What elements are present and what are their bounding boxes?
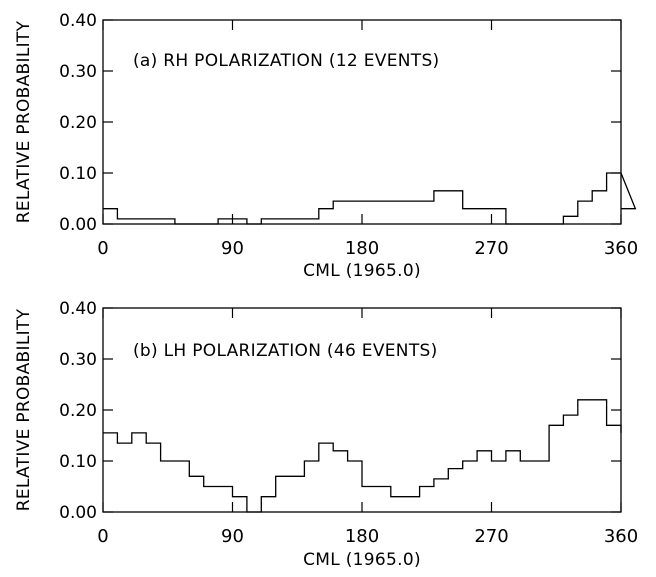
x-tick-label: 90 [221, 526, 244, 547]
x-axis-label: CML (1965.0) [303, 261, 421, 281]
x-tick-label: 90 [221, 238, 244, 259]
histogram-step-line [103, 399, 622, 513]
x-tick-label: 270 [474, 526, 508, 547]
panel-b: 0.00 0.10 0.20 0.30 0.40 0 90 180 270 360 (b) LH P… [14, 299, 638, 570]
histogram-step-line [103, 172, 637, 225]
x-axis-label: CML (1965.0) [303, 550, 421, 570]
y-tick-label: 0.10 [59, 164, 97, 184]
y-tick-label: 0.30 [59, 62, 97, 82]
panel-a: 0.00 0.10 0.20 0.30 0.40 0 90 180 270 360 (a) RH P… [14, 11, 638, 281]
panel-annotation: (b) LH POLARIZATION (46 EVENTS) [133, 341, 438, 361]
x-tick-label: 360 [604, 526, 638, 547]
x-tick-label: 0 [97, 526, 108, 547]
y-axis-label: RELATIVE PROBABILITY [14, 20, 34, 223]
y-tick-label: 0.40 [59, 299, 97, 319]
y-tick-label: 0.20 [59, 401, 97, 421]
y-tick-label: 0.10 [59, 452, 97, 472]
y-axis-label: RELATIVE PROBABILITY [14, 308, 34, 511]
x-tick-label: 270 [474, 238, 508, 259]
y-tick-label: 0.40 [59, 11, 97, 31]
x-tick-label: 0 [97, 238, 108, 259]
x-tick-label: 180 [345, 526, 379, 547]
y-tick-label: 0.00 [59, 215, 97, 235]
panel-annotation: (a) RH POLARIZATION (12 EVENTS) [133, 51, 440, 71]
x-tick-label: 180 [345, 238, 379, 259]
x-tick-label: 360 [604, 238, 638, 259]
y-tick-label: 0.30 [59, 350, 97, 370]
y-tick-label: 0.00 [59, 503, 97, 523]
y-tick-label: 0.20 [59, 113, 97, 133]
